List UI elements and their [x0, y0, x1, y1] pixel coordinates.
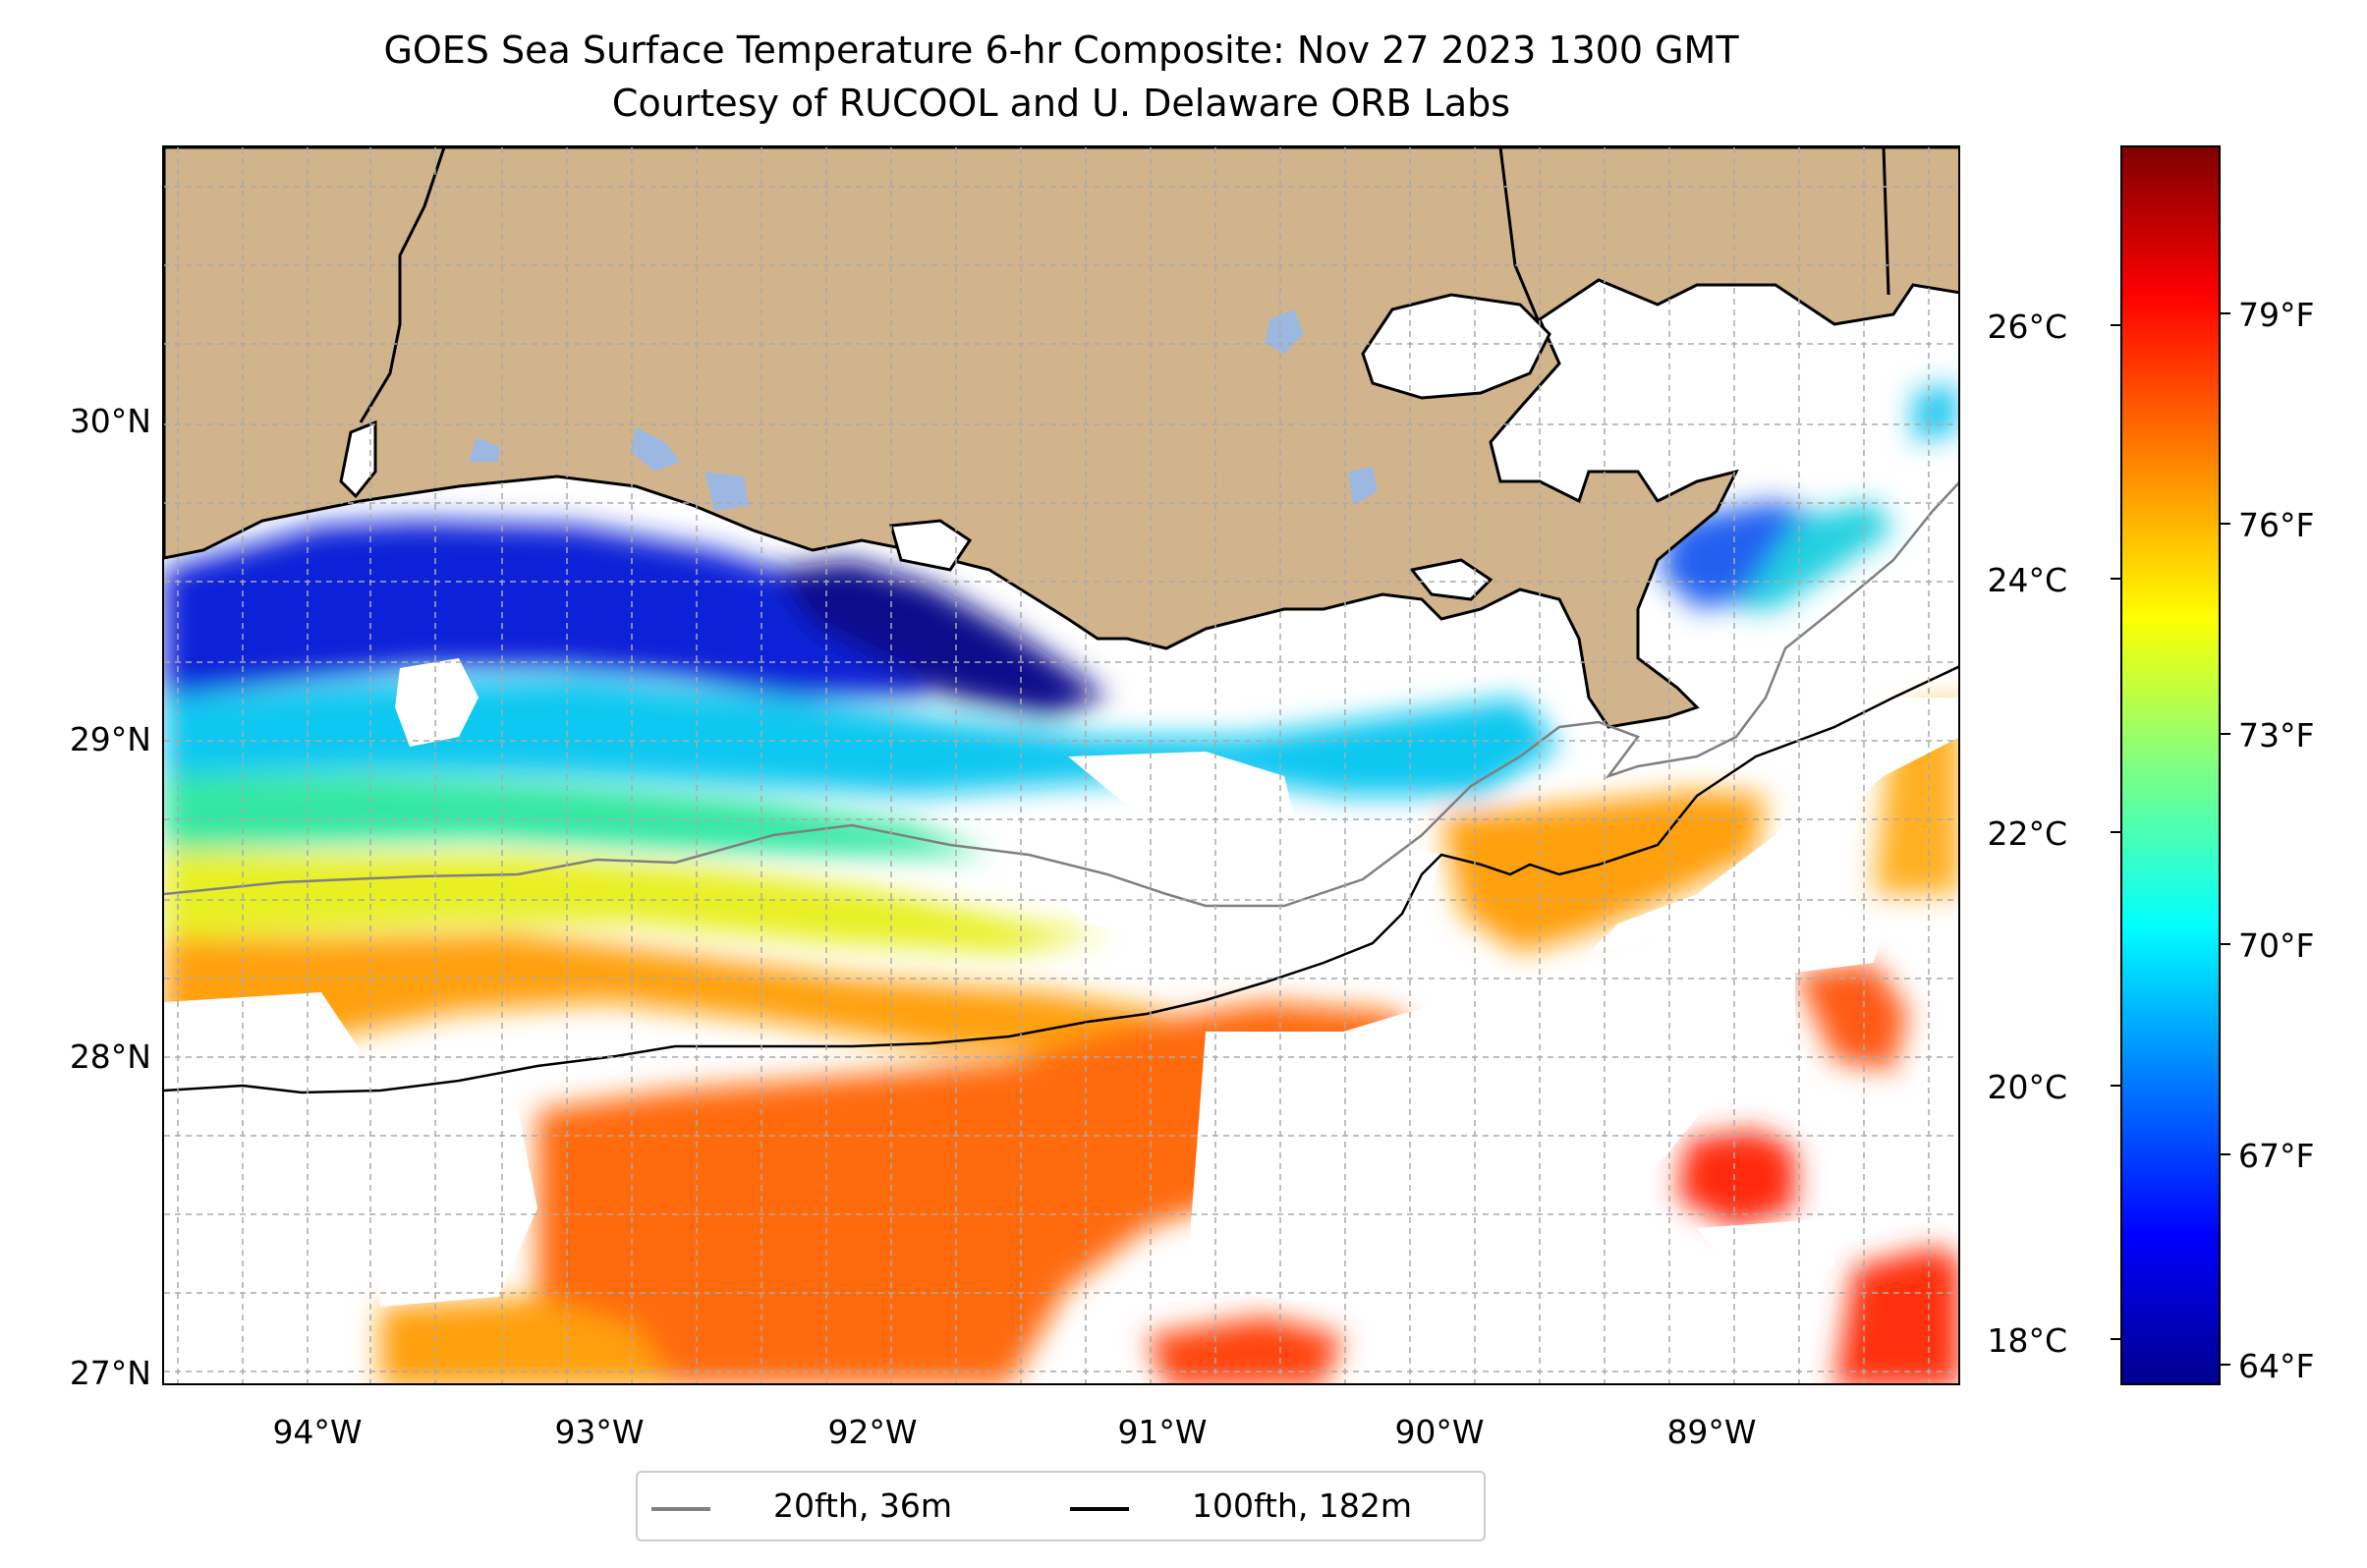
sst-cyan-north-east-patch [1913, 383, 1958, 442]
cloud-patch-8 [1697, 1218, 1834, 1277]
cb-label-24c: 24°C [1987, 561, 2067, 599]
cloud-patch-3 [1029, 840, 1441, 953]
lat-label-30n: 30°N [69, 402, 151, 440]
cb-label-22c: 22°C [1987, 814, 2067, 853]
lon-label-91w: 91°W [1117, 1413, 1208, 1451]
no-data-layer [164, 658, 1958, 1307]
sst-yellow-band [164, 850, 1107, 953]
cb-tick-18c [2111, 1338, 2120, 1340]
cb-label-64f: 64°F [2238, 1347, 2315, 1385]
cb-tick-73f [2221, 733, 2230, 735]
legend-swatch-100fth [1070, 1507, 1129, 1511]
lake-3 [704, 472, 749, 511]
terrebonne-bay [1409, 558, 1493, 601]
lake-1 [469, 437, 500, 462]
map-panel [162, 145, 1960, 1385]
lakes [469, 309, 1378, 511]
lon-label-93w: 93°W [554, 1413, 645, 1451]
cb-label-73f: 73°F [2238, 716, 2315, 755]
cloud-patch-5 [1589, 698, 1958, 953]
cb-tick-70f [2221, 943, 2230, 945]
cb-tick-76f [2221, 523, 2230, 525]
legend-label-100fth: 100fth, 182m [1192, 1486, 1412, 1525]
cb-label-26c: 26°C [1987, 308, 2067, 346]
legend-label-20fth: 20fth, 36m [773, 1486, 952, 1525]
isobath-100fth [164, 665, 1958, 1094]
chart-title: GOES Sea Surface Temperature 6-hr Compos… [383, 28, 1739, 72]
lon-label-92w: 92°W [827, 1413, 918, 1451]
isobath-20fth [164, 481, 1958, 908]
cloud-patch-4 [1186, 914, 1884, 1307]
cb-tick-64f [2221, 1364, 2230, 1366]
map-legend: 20fth, 36m 100fth, 182m [636, 1471, 1486, 1541]
cloud-patch-6 [164, 992, 361, 1307]
cb-label-20c: 20°C [1987, 1068, 2067, 1106]
gridlines [164, 147, 1958, 1383]
cb-label-76f: 76°F [2238, 506, 2315, 544]
sst-map [164, 147, 1958, 1383]
colorbar [2120, 145, 2221, 1385]
lake-5 [1348, 467, 1378, 506]
sst-red-patch-1 [1795, 963, 1908, 1071]
sst-orange-east-patch [1441, 791, 1766, 953]
chart-subtitle: Courtesy of RUCOOL and U. Delaware ORB L… [611, 82, 1511, 125]
lat-label-28n: 28°N [69, 1037, 151, 1076]
cloud-patch-1 [395, 658, 479, 747]
state-boundary [1882, 147, 1890, 296]
cb-label-18c: 18°C [1987, 1321, 2067, 1360]
lake-4 [1265, 309, 1304, 354]
cb-tick-20c [2111, 1085, 2120, 1087]
sst-red-patch-3 [1834, 1248, 1958, 1383]
cb-label-67f: 67°F [2238, 1137, 2315, 1175]
cb-tick-22c [2111, 831, 2120, 833]
lon-label-94w: 94°W [272, 1413, 363, 1451]
cloud-patch-7 [361, 1110, 537, 1307]
sst-navy-patch [773, 560, 1107, 717]
sst-red-patch-4 [1147, 1316, 1343, 1383]
cb-label-79f: 79°F [2238, 296, 2315, 334]
lat-label-29n: 29°N [69, 720, 151, 758]
cb-label-70f: 70°F [2238, 926, 2315, 965]
legend-swatch-20fth [651, 1507, 710, 1511]
cb-tick-67f [2221, 1153, 2230, 1155]
sst-orange-band [164, 933, 1166, 1051]
cb-tick-79f [2221, 312, 2230, 314]
vermilion-bay [889, 519, 973, 572]
river-boundary [359, 147, 446, 423]
cloud-patch-2 [1068, 752, 1294, 825]
lon-label-90w: 90°W [1394, 1413, 1485, 1451]
cb-tick-24c [2111, 578, 2120, 580]
cb-tick-26c [2111, 324, 2120, 326]
sst-deep-blue-patch [164, 521, 930, 698]
lat-label-27n: 27°N [69, 1354, 151, 1392]
sst-orange-southwest-patch [380, 1297, 673, 1383]
lake-2 [631, 427, 680, 472]
lon-label-89w: 89°W [1666, 1413, 1757, 1451]
sst-red-patch-2 [1677, 1130, 1795, 1228]
